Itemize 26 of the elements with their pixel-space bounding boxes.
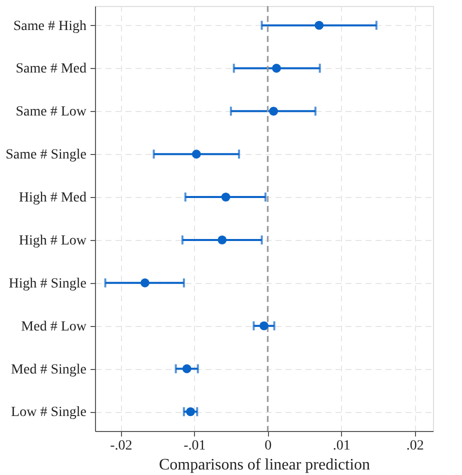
y-tick-label: Med # Single <box>11 362 86 378</box>
point <box>221 192 230 202</box>
y-tick-label: Med # Low <box>21 319 88 334</box>
y-tick-label: Same # Single <box>6 148 86 163</box>
point <box>260 321 268 330</box>
y-tick-label: High # Single <box>8 276 86 292</box>
point <box>269 106 278 116</box>
point <box>272 64 281 73</box>
y-tick-label: Same # Low <box>16 104 88 120</box>
x-tick-label: -.01 <box>184 438 206 454</box>
y-tick-label: Same # Med <box>16 62 86 77</box>
point <box>192 150 201 159</box>
point <box>218 236 227 244</box>
y-tick-label: Same # High <box>13 18 86 34</box>
x-tick-label: .01 <box>332 438 350 454</box>
point <box>182 364 192 374</box>
y-tick-label: High # Low <box>18 233 88 248</box>
x-axis-title: Comparisons of linear prediction <box>158 456 370 474</box>
point <box>140 278 150 288</box>
point <box>186 407 195 416</box>
x-tick-label: -.02 <box>110 438 132 454</box>
point <box>314 20 324 30</box>
y-tick-label: Low # Single <box>11 405 86 420</box>
x-tick-label: .02 <box>406 438 424 454</box>
x-tick-label: 0 <box>264 438 272 454</box>
y-tick-label: High # Med <box>18 190 86 206</box>
